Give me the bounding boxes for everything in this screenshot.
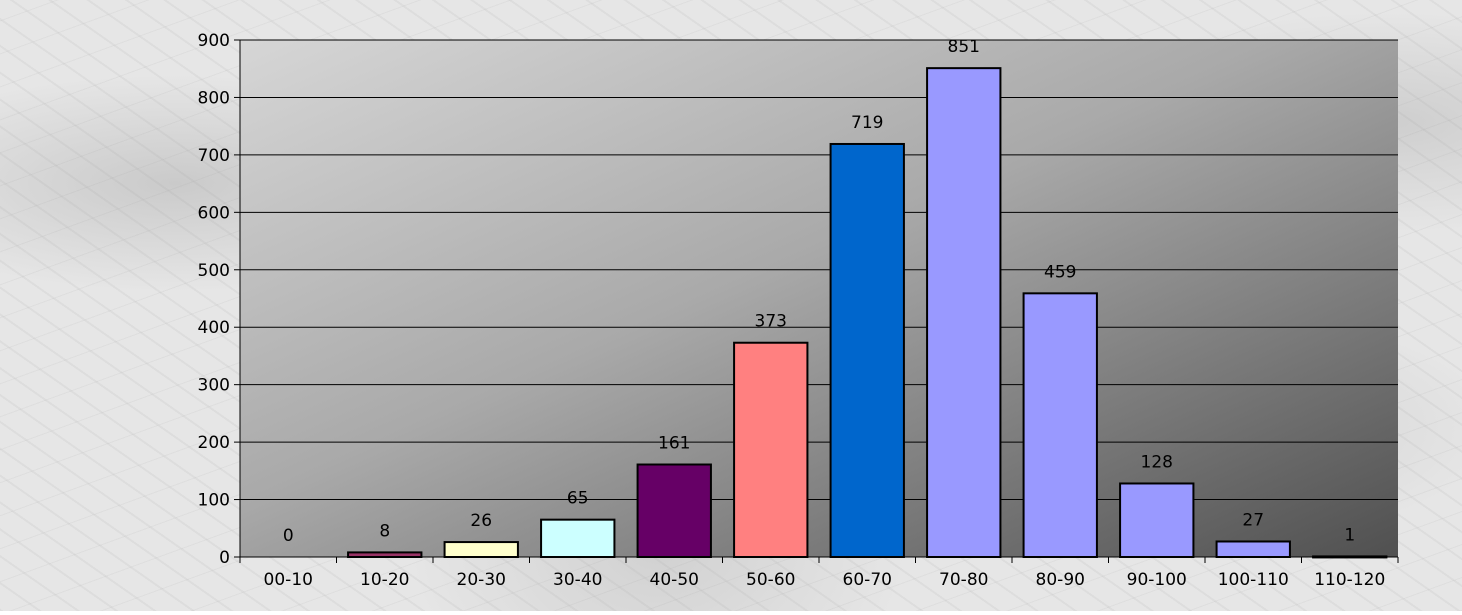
y-tick-label: 200 (198, 433, 230, 453)
y-tick-labels: 0 100 200 300 400 500 600 700 800 900 (198, 31, 230, 568)
data-label: 0 (283, 526, 294, 546)
x-tick-label: 30-40 (553, 570, 602, 590)
y-tick-label: 800 (198, 88, 230, 108)
x-tick-label: 70-80 (939, 570, 988, 590)
x-tick-label: 50-60 (746, 570, 795, 590)
y-tick-label: 400 (198, 318, 230, 338)
data-label: 719 (851, 113, 883, 133)
data-label: 459 (1044, 262, 1076, 282)
bar-20-30 (443, 541, 519, 559)
data-label: 851 (948, 37, 980, 57)
x-tick-label: 100-110 (1218, 570, 1289, 590)
y-tick-label: 700 (198, 146, 230, 166)
y-tick-label: 300 (198, 376, 230, 396)
data-label: 65 (567, 489, 589, 509)
bar-80-90 (1022, 292, 1098, 558)
y-tick-label: 0 (219, 548, 230, 568)
bars (347, 67, 1388, 559)
y-tick-label: 500 (198, 261, 230, 281)
x-tick-label: 90-100 (1127, 570, 1187, 590)
data-label: 8 (379, 521, 390, 541)
bar-10-20 (347, 551, 423, 558)
bar-30-40 (540, 518, 616, 559)
bar-60-70 (829, 142, 905, 558)
bar-90-100 (1119, 482, 1195, 558)
x-tick-label: 80-90 (1036, 570, 1085, 590)
y-tick-label: 600 (198, 203, 230, 223)
x-tick-label: 20-30 (457, 570, 506, 590)
data-label: 128 (1141, 452, 1173, 472)
gridlines (240, 39, 1398, 501)
data-label: 26 (470, 511, 492, 531)
plot-area (240, 40, 1398, 557)
x-tick-label: 40-50 (650, 570, 699, 590)
x-tick-labels: 00-10 10-20 20-30 30-40 40-50 50-60 60-70 70-80… (264, 570, 1386, 590)
y-tick-label: 100 (198, 491, 230, 511)
axes (234, 39, 1399, 563)
x-tick-label: 00-10 (264, 570, 313, 590)
data-label: 373 (755, 312, 787, 332)
x-tick-label: 60-70 (843, 570, 892, 590)
x-tick-label: 110-120 (1314, 570, 1385, 590)
bar-50-60 (733, 341, 809, 558)
bar-70-80 (926, 67, 1002, 559)
x-tick-label: 10-20 (360, 570, 409, 590)
data-labels: 0 8 26 65 161 373 719 851 459 128 27 1 (283, 37, 1355, 546)
data-label: 1 (1344, 525, 1355, 545)
bar-100-110 (1215, 540, 1291, 558)
bar-40-50 (636, 463, 712, 558)
data-label: 161 (658, 434, 690, 454)
data-label: 27 (1242, 510, 1264, 530)
y-tick-label: 900 (198, 31, 230, 51)
